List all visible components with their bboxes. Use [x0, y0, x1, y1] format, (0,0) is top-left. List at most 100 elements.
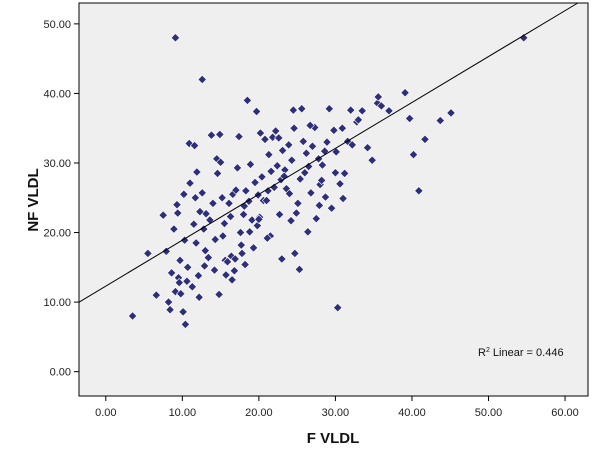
x-tick-label: 0.00 [95, 407, 116, 419]
data-point [206, 130, 217, 140]
data-point [200, 246, 210, 256]
data-point [291, 208, 302, 218]
data-point [271, 126, 281, 136]
data-point [209, 265, 220, 275]
data-point [254, 214, 264, 224]
data-point [346, 105, 356, 115]
data-point [339, 168, 350, 179]
x-axis-title: F VLDL [307, 430, 360, 447]
x-tick-label: 60.00 [551, 407, 579, 419]
data-point [324, 104, 334, 114]
data-point [307, 141, 318, 151]
data-point [247, 215, 257, 225]
data-point [192, 167, 202, 177]
data-point [303, 227, 313, 237]
data-point [266, 166, 276, 176]
data-point [224, 198, 234, 208]
data-point [199, 224, 209, 234]
data-point [306, 188, 316, 198]
data-point [408, 150, 419, 160]
data-point [301, 148, 311, 158]
data-point [184, 138, 194, 149]
data-point [294, 264, 305, 275]
data-point [260, 134, 270, 144]
data-point [338, 193, 348, 204]
data-point [263, 186, 273, 196]
data-point [245, 159, 256, 169]
data-point [127, 311, 138, 321]
data-point [203, 252, 213, 263]
data-point [191, 238, 201, 248]
data-point [189, 140, 200, 151]
data-point [240, 259, 250, 270]
data-point [163, 297, 174, 307]
data-point [326, 203, 337, 213]
data-point [178, 307, 188, 317]
data-point [238, 209, 249, 220]
data-point [212, 168, 223, 179]
y-axis-title: NF VLDL [25, 168, 42, 231]
data-point [219, 218, 230, 229]
data-point [274, 209, 285, 220]
data-point [161, 246, 171, 256]
data-point [201, 209, 211, 219]
data-point [236, 240, 246, 250]
data-point [180, 319, 191, 329]
data-point [187, 282, 197, 292]
data-point [303, 161, 314, 172]
data-point [262, 233, 272, 243]
data-point [274, 133, 284, 143]
data-point [235, 227, 246, 238]
x-tick-label: 20.00 [245, 407, 273, 419]
data-point [277, 145, 288, 156]
data-point [329, 125, 339, 135]
data-point [295, 174, 305, 184]
data-point [217, 193, 227, 203]
data-point [190, 193, 200, 203]
data-point [357, 106, 367, 116]
regression-line [78, 2, 579, 303]
data-point [314, 200, 324, 211]
data-point [248, 243, 259, 253]
data-point [193, 271, 204, 281]
data-point [231, 185, 241, 195]
data-point [289, 123, 299, 133]
data-point [241, 186, 251, 196]
data-point [179, 189, 189, 199]
data-point [221, 270, 231, 280]
data-point [288, 105, 298, 115]
data-point [166, 268, 177, 278]
y-tick-label: 40.00 [43, 88, 71, 100]
data-point [298, 136, 308, 147]
data-point [245, 227, 255, 237]
data-point [170, 33, 181, 43]
data-point [384, 106, 394, 116]
data-point [218, 231, 228, 241]
data-point [269, 182, 279, 192]
data-point [519, 33, 529, 43]
data-point [175, 255, 185, 265]
y-tick-label: 20.00 [43, 228, 71, 240]
y-tick-label: 30.00 [43, 158, 71, 170]
data-point [194, 292, 204, 302]
r-squared-annotation: R2 Linear = 0.446 [478, 347, 564, 359]
data-point [252, 220, 262, 231]
data-point [335, 179, 345, 189]
data-point [367, 155, 377, 165]
data-point [143, 248, 153, 259]
data-point [272, 161, 282, 171]
data-point [197, 74, 207, 85]
x-tick-label: 50.00 [475, 407, 503, 419]
data-point [414, 186, 424, 196]
data-point [297, 104, 307, 114]
plot-background [78, 2, 589, 397]
data-point [373, 92, 383, 102]
data-point [268, 132, 278, 142]
data-point [151, 290, 161, 300]
data-point [277, 254, 287, 264]
data-point [199, 261, 210, 271]
data-point [214, 289, 224, 300]
data-point [229, 266, 240, 276]
data-point [376, 101, 386, 111]
